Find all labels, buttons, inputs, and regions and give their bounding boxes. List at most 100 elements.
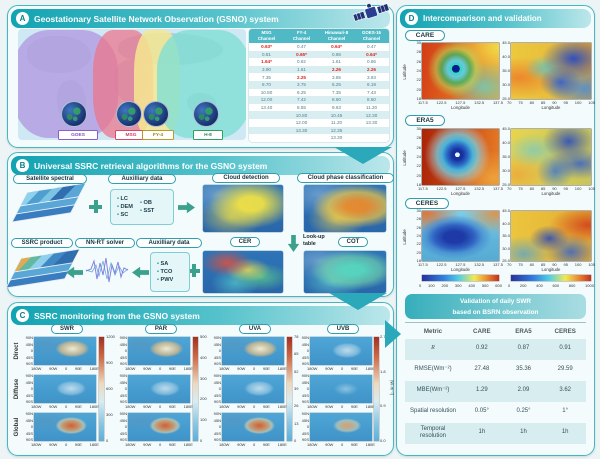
colorbar-tick: 800 bbox=[568, 283, 576, 288]
ssrc-product-layers bbox=[5, 248, 81, 293]
panel-a-header: A Geostationary Satellite Network Observ… bbox=[11, 9, 390, 28]
cer-map bbox=[203, 251, 283, 293]
x-tick: 90E bbox=[74, 366, 82, 371]
satellite-label-fy4: FY-4 bbox=[142, 130, 174, 140]
x-tick: 180E bbox=[89, 404, 99, 409]
section-label-ceres: CERES bbox=[405, 198, 449, 209]
validation-cell: 0.25° bbox=[516, 408, 531, 415]
column-label-uvb: UVB bbox=[327, 324, 359, 334]
colorbar-tick: 13 bbox=[294, 420, 299, 426]
validation-title-line1: Validation of daily SWR bbox=[459, 297, 531, 305]
channel-value bbox=[284, 134, 319, 142]
y-tick: 90N bbox=[213, 373, 221, 378]
channel-value: 2.25 bbox=[297, 74, 306, 80]
map-swr-direct: 90N 45N 0 45S 90S 180W 90W 0 90E 180E bbox=[26, 336, 99, 372]
x-tick: 0 bbox=[64, 442, 68, 447]
x-tick: 80 bbox=[529, 262, 535, 267]
colorbar-left-ticks: 0 100 200 300 400 500 600 bbox=[419, 283, 502, 289]
y-tick: 90S bbox=[119, 399, 127, 404]
validation-header-cell: Metric bbox=[423, 327, 443, 335]
validation-cell: 0.92 bbox=[461, 338, 503, 360]
colorbar-tick: 1200 bbox=[106, 334, 115, 339]
label-cot: COT bbox=[338, 237, 368, 247]
map-par-diffuse: 90N 45N 0 45S 90S 180W 90W 0 90E 180E bbox=[120, 374, 193, 410]
y-tick: 40.0 bbox=[502, 220, 510, 226]
colorbar-tick: 0 bbox=[200, 437, 203, 443]
y-tick: 24 bbox=[416, 153, 421, 159]
y-tick: 90S bbox=[301, 361, 309, 366]
y-tick: 45S bbox=[25, 354, 33, 360]
channel-value: 2.26 bbox=[354, 65, 389, 74]
x-tick: 180W bbox=[307, 404, 318, 409]
label-satellite-spectral: Satellite spectral bbox=[13, 174, 87, 184]
x-tick: 90E bbox=[350, 442, 358, 447]
colorbar-tick: 100 bbox=[200, 417, 207, 423]
x-tick: 75 bbox=[518, 186, 523, 191]
x-tick: 70 bbox=[507, 186, 512, 191]
validation-cell: 2.09 bbox=[502, 380, 545, 402]
x-tick: 137.5 bbox=[492, 100, 503, 105]
y-tick: 45N bbox=[119, 417, 127, 423]
y-tick: 45N bbox=[119, 341, 127, 347]
x-tick: 180E bbox=[183, 404, 193, 409]
label-lookup-table: Look-up table bbox=[303, 234, 325, 247]
channel-value: 12.00 bbox=[249, 96, 284, 104]
column-label-par: PAR bbox=[145, 324, 177, 334]
label-cloud-detection: Cloud detection bbox=[212, 173, 280, 183]
channel-value: 13.30 bbox=[365, 120, 378, 126]
channel-value: 10.80 bbox=[260, 89, 273, 95]
colorbar-tick: 300 bbox=[106, 412, 113, 417]
x-tick: 90W bbox=[49, 366, 58, 371]
x-tick: 180E bbox=[183, 442, 193, 447]
x-tick: 90W bbox=[143, 404, 152, 409]
y-tick: 90S bbox=[301, 399, 309, 404]
y-tick: 90N bbox=[301, 335, 309, 340]
y-tick: 0 bbox=[30, 348, 33, 353]
y-tick: 0 bbox=[30, 424, 33, 429]
y-tick: 45.0 bbox=[502, 126, 510, 131]
longitude-axis-label: Longitude bbox=[451, 191, 470, 196]
channel-value: 0.64* bbox=[331, 44, 342, 50]
channel-value: 1.61 bbox=[332, 59, 341, 65]
x-tick: 180E bbox=[365, 366, 375, 371]
y-tick: 45S bbox=[213, 354, 221, 360]
channel-value: 8.60 bbox=[319, 96, 354, 104]
validation-header-cell: CERES bbox=[554, 327, 576, 335]
longitude-axis-label: Longitude bbox=[451, 105, 470, 110]
y-tick: 26 bbox=[416, 144, 421, 150]
validation-header-cell: ERA5 bbox=[515, 327, 532, 335]
colorbar-uvb-ticks: 2.7 1.8 0.9 0.0 bbox=[380, 335, 394, 443]
channel-value: 12.35 bbox=[319, 126, 354, 135]
y-tick: 90N bbox=[119, 335, 127, 340]
column-label-uva: UVA bbox=[239, 324, 271, 334]
map-uvb-diffuse: 90N 45N 0 45S 90S 180W 90W 0 90E 180E bbox=[302, 374, 375, 410]
channel-value: 10.80 bbox=[284, 111, 319, 119]
x-tick: 180E bbox=[277, 442, 287, 447]
label-cer: CER bbox=[230, 237, 260, 247]
x-tick: 100 bbox=[574, 100, 582, 105]
map-swr-global: 90N 45N 0 45S 90S 180W 90W 0 90E 180E bbox=[26, 412, 99, 448]
validation-cell: 27.48 bbox=[474, 366, 490, 373]
y-tick: 30 bbox=[416, 126, 421, 131]
aux-item: SST bbox=[140, 208, 154, 214]
y-tick: 30 bbox=[416, 208, 421, 213]
x-tick: 100 bbox=[574, 262, 582, 267]
channel-value: 11.20 bbox=[365, 105, 378, 111]
satellite-coverage-map: GOES MSG FY-4 H-8 bbox=[18, 29, 246, 140]
y-tick: 45N bbox=[25, 417, 33, 423]
aux-item: PWV bbox=[157, 277, 174, 283]
x-tick: 0 bbox=[64, 366, 68, 371]
map-uvb-direct: 90N 45N 0 45S 90S 180W 90W 0 90E 180E bbox=[302, 336, 375, 372]
validation-table-header: Metric CARE ERA5 CERES bbox=[405, 322, 586, 340]
y-tick: 22 bbox=[416, 241, 421, 247]
x-tick: 180E bbox=[89, 442, 99, 447]
colorbar-tick: 500 bbox=[481, 283, 489, 288]
y-tick: 25.0 bbox=[502, 182, 510, 187]
channel-value: 10.45 bbox=[319, 111, 354, 119]
panel-c-badge: C bbox=[16, 309, 29, 322]
channel-table: MSG Channel FY-4 Channel Himawari-8 Channel GO… bbox=[249, 29, 389, 142]
channel-value: 6.19 bbox=[354, 80, 389, 89]
validation-table-body: R 0.92 0.87 0.91 RMSE(Wm⁻²) 27.48 35.36 29.59 MB… bbox=[405, 338, 586, 444]
colorbar-uvb bbox=[374, 337, 379, 441]
colorbar-uva bbox=[287, 337, 292, 441]
